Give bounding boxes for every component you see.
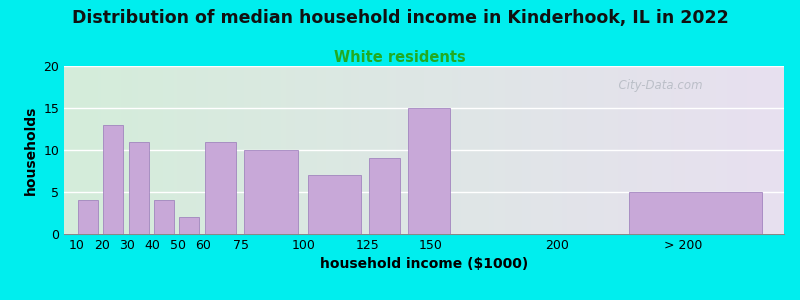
Bar [629,192,762,234]
X-axis label: household income ($1000): household income ($1000) [320,257,528,272]
Text: City-Data.com: City-Data.com [611,80,703,92]
Text: White residents: White residents [334,50,466,64]
Bar [408,108,450,234]
Y-axis label: households: households [24,105,38,195]
Text: Distribution of median household income in Kinderhook, IL in 2022: Distribution of median household income … [72,9,728,27]
Bar [179,217,199,234]
Bar [205,142,236,234]
Bar [370,158,401,234]
Bar [308,175,361,234]
Bar [245,150,298,234]
Bar [78,200,98,234]
Bar [154,200,174,234]
Bar [103,125,123,234]
Bar [129,142,149,234]
